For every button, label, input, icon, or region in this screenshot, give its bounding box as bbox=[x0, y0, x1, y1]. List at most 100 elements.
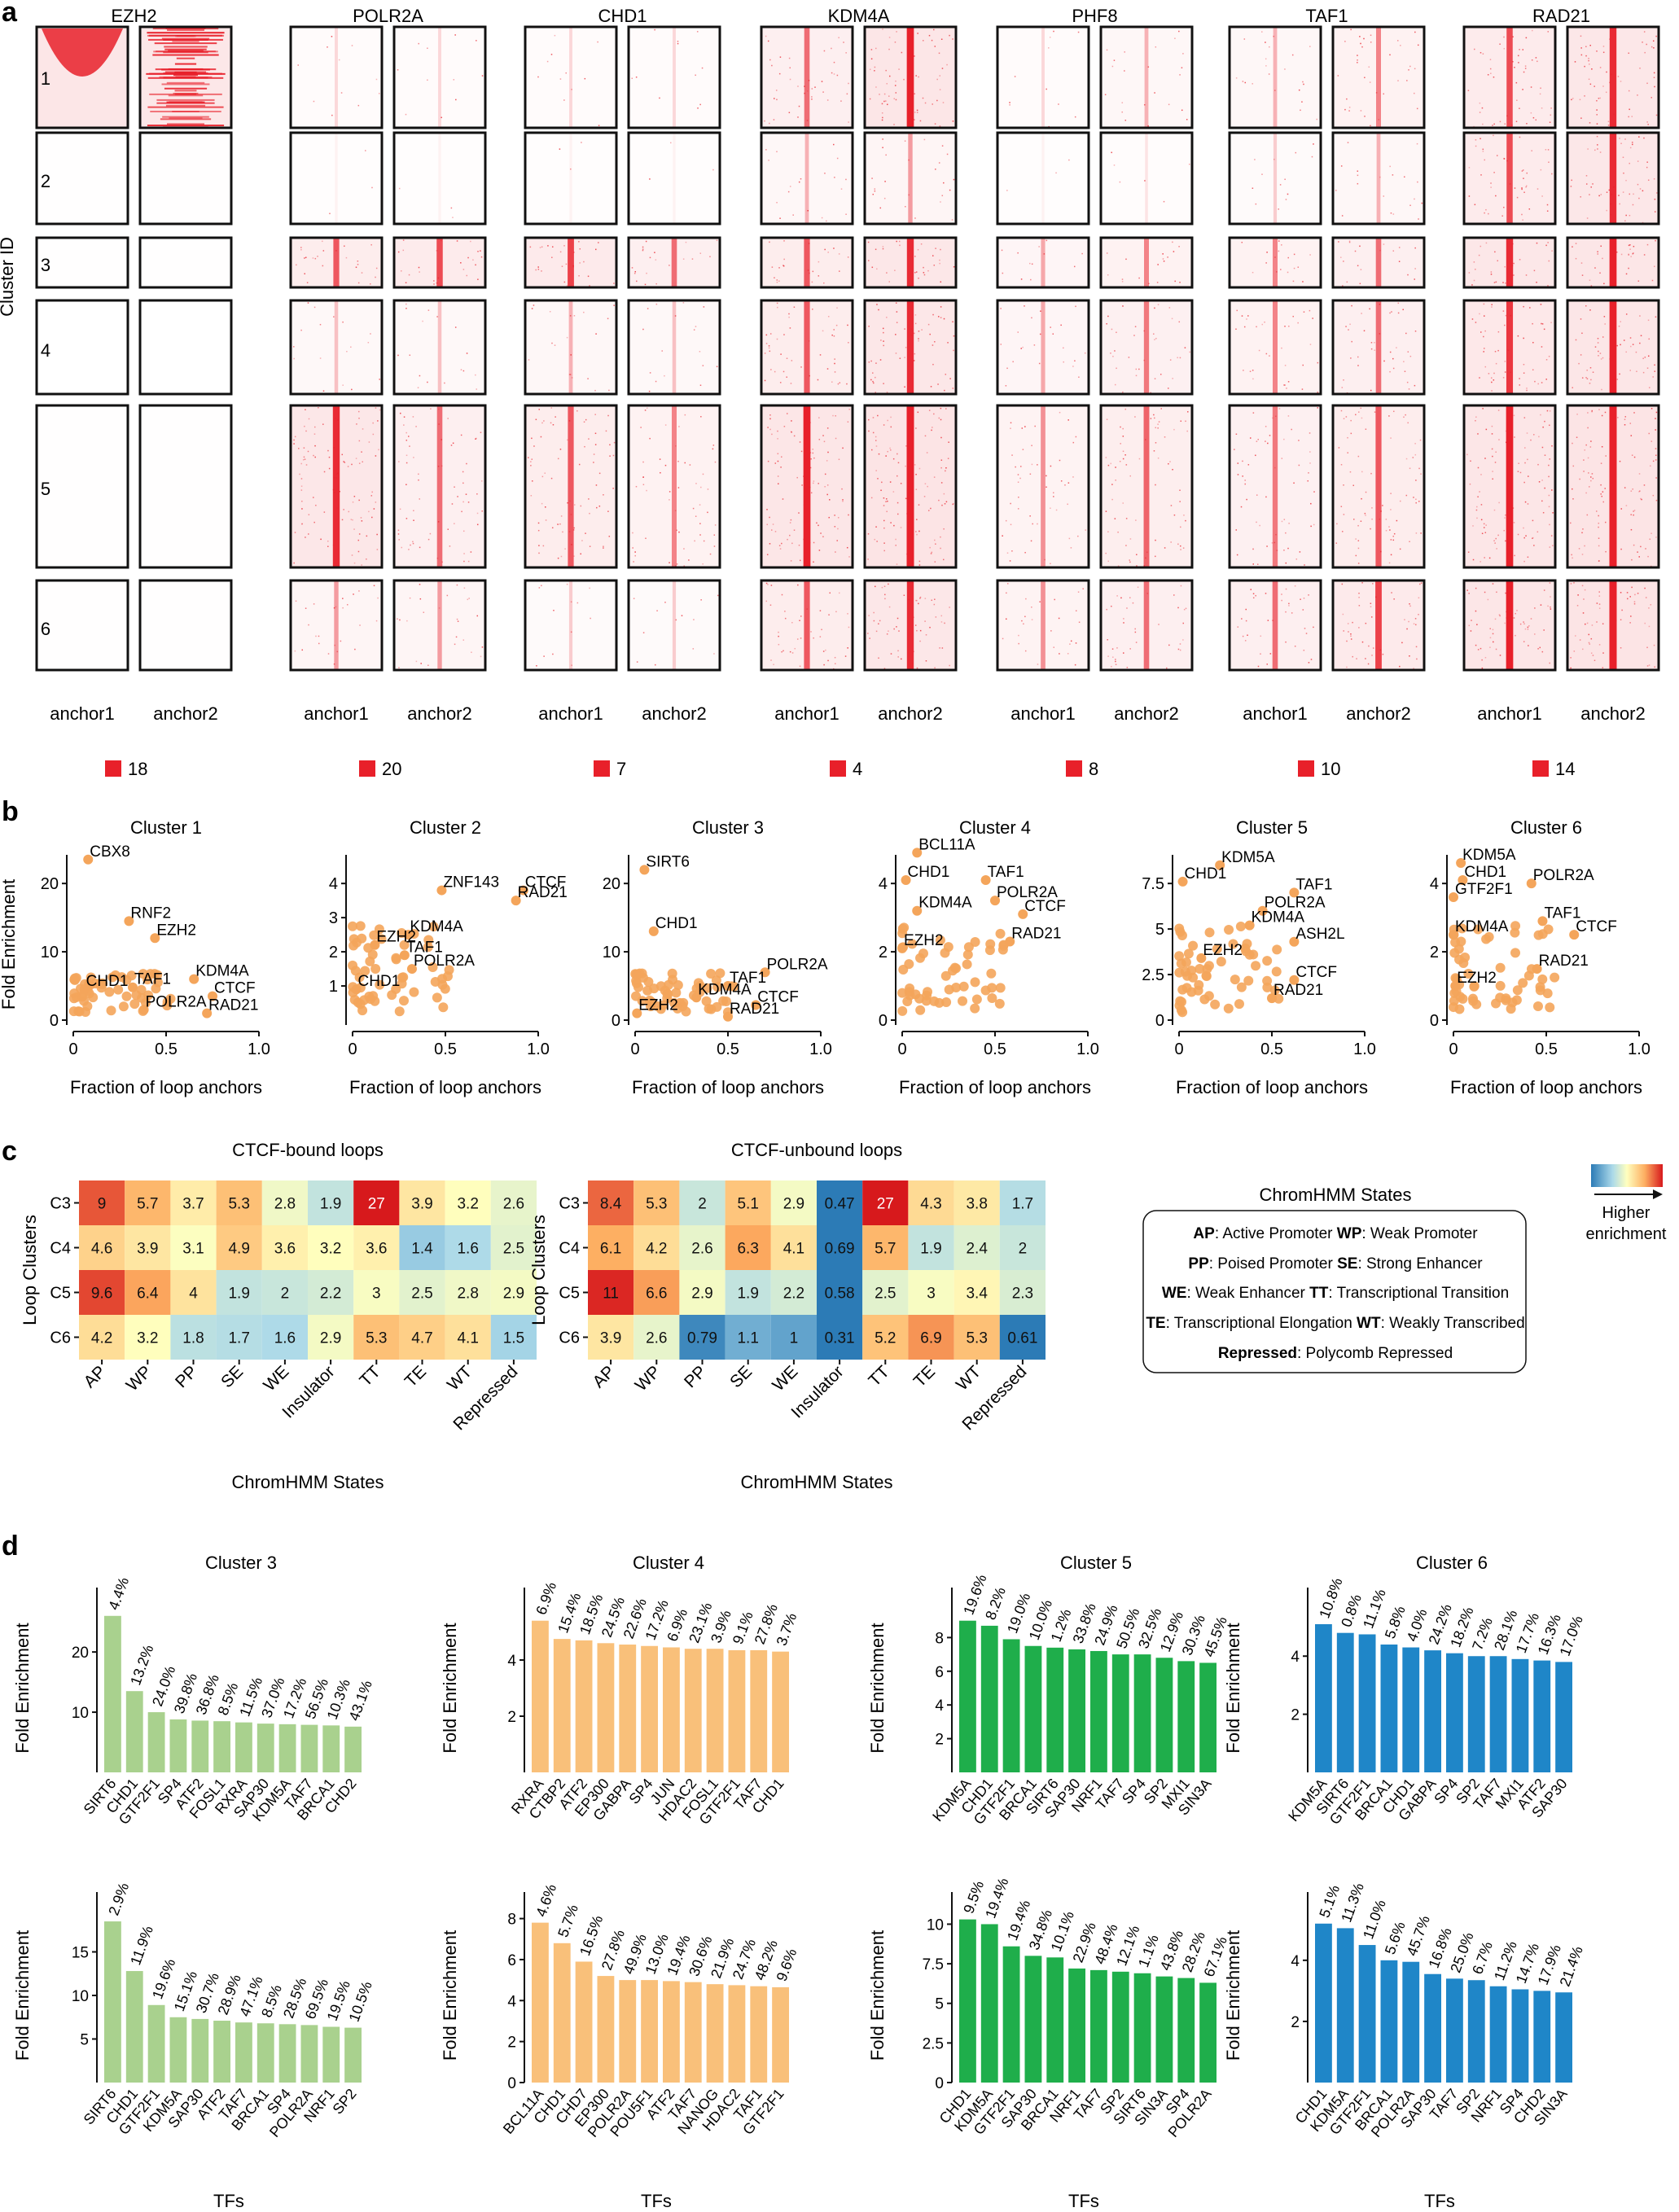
heatmap-speckle bbox=[916, 519, 918, 520]
heatmap-speckle bbox=[847, 647, 848, 649]
heatmap-cell-value: 4.1 bbox=[457, 1330, 478, 1347]
heatmap-signal-streak bbox=[147, 125, 225, 127]
heatmap-speckle bbox=[441, 239, 442, 242]
heatmap-speckle bbox=[828, 499, 831, 501]
heatmap-speckle bbox=[818, 483, 819, 484]
heatmap-speckle bbox=[342, 607, 344, 609]
heatmap-center-signal bbox=[1375, 581, 1382, 669]
heatmap-speckle bbox=[1294, 585, 1296, 587]
heatmap-speckle bbox=[1570, 522, 1572, 524]
heatmap-speckle bbox=[1002, 637, 1004, 640]
heatmap-speckle bbox=[1155, 337, 1157, 339]
heatmap-speckle bbox=[933, 413, 935, 415]
heatmap-speckle bbox=[1615, 555, 1617, 558]
scatter-point bbox=[1236, 982, 1247, 992]
heatmap-speckle bbox=[589, 512, 590, 515]
heatmap-speckle bbox=[1508, 645, 1510, 647]
heatmap-speckle bbox=[870, 49, 873, 50]
heatmap-haze bbox=[394, 580, 485, 670]
heatmap-speckle bbox=[655, 380, 657, 383]
heatmap-speckle bbox=[1172, 241, 1173, 243]
heatmap-cell bbox=[79, 1270, 125, 1315]
heatmap-speckle bbox=[541, 475, 544, 478]
heatmap-speckle bbox=[1612, 661, 1614, 664]
heatmap-speckle bbox=[1059, 653, 1060, 655]
heatmap-speckle bbox=[1643, 484, 1646, 486]
heatmap-speckle bbox=[1406, 628, 1408, 630]
heatmap-speckle bbox=[915, 531, 917, 532]
col-label-we: WE bbox=[260, 1362, 292, 1395]
legend-abbr-tt: TT bbox=[1305, 1285, 1329, 1302]
heatmap-speckle bbox=[344, 462, 346, 463]
heatmap-cell-value: 1.4 bbox=[411, 1241, 433, 1258]
heatmap-speckle bbox=[1010, 427, 1011, 430]
heatmap-speckle bbox=[1399, 500, 1401, 502]
heatmap-speckle bbox=[809, 486, 810, 488]
heatmap-speckle bbox=[1651, 46, 1653, 48]
heatmap-speckle bbox=[1606, 71, 1607, 73]
heatmap-speckle bbox=[709, 553, 712, 555]
x-tick-label: 0.5 bbox=[1535, 1040, 1558, 1058]
heatmap-speckle bbox=[551, 342, 553, 344]
heatmap-speckle bbox=[543, 655, 545, 657]
heatmap-speckle bbox=[304, 458, 306, 460]
heatmap-speckle bbox=[353, 528, 355, 530]
panel-letter-a: a bbox=[2, 0, 18, 28]
anchor-label-taf1-2: anchor2 bbox=[1346, 703, 1411, 724]
bar-sin3a bbox=[1155, 1976, 1173, 2083]
heatmap-speckle bbox=[342, 598, 344, 599]
heatmap-speckle bbox=[768, 345, 770, 347]
heatmap-speckle bbox=[1578, 548, 1580, 550]
heatmap-speckle bbox=[1343, 514, 1345, 515]
heatmap-speckle bbox=[409, 354, 411, 357]
heatmap-speckle bbox=[1646, 121, 1648, 123]
heatmap-speckle bbox=[1607, 125, 1610, 126]
heatmap-speckle bbox=[581, 540, 583, 541]
heatmap-speckle bbox=[825, 649, 826, 651]
heatmap-speckle bbox=[322, 265, 324, 267]
heatmap-speckle bbox=[1572, 498, 1574, 500]
heatmap-speckle bbox=[1350, 638, 1352, 640]
heatmap-speckle bbox=[603, 494, 604, 496]
heatmap-speckle bbox=[603, 545, 604, 547]
heatmap-speckle bbox=[353, 594, 354, 595]
heatmap-speckle bbox=[905, 445, 907, 447]
heatmap-speckle bbox=[776, 99, 778, 101]
heatmap-speckle bbox=[322, 390, 325, 392]
heatmap-speckle bbox=[357, 104, 360, 107]
heatmap-speckle bbox=[1357, 62, 1358, 64]
bar-sp4 bbox=[1177, 1978, 1195, 2083]
heatmap-frame bbox=[760, 579, 854, 672]
heatmap-speckle bbox=[563, 99, 565, 101]
heatmap-speckle bbox=[930, 553, 932, 554]
heatmap-speckle bbox=[1359, 36, 1361, 37]
heatmap-speckle bbox=[769, 333, 772, 335]
heatmap-speckle bbox=[419, 546, 421, 549]
bar-jun bbox=[663, 1647, 680, 1772]
panel-d-bar-charts: Cluster 310204.4%SIRT613.2%CHD124.0%GTF2… bbox=[12, 1553, 1586, 2211]
heatmap-center-signal bbox=[672, 301, 677, 393]
heatmap-cell bbox=[490, 1225, 537, 1270]
heatmap-speckle bbox=[635, 77, 638, 78]
point-label-polr2a: POLR2A bbox=[146, 993, 207, 1010]
heatmap-center-signal bbox=[1376, 28, 1381, 127]
anchor-label-rad21-2: anchor2 bbox=[1580, 703, 1646, 724]
bar-gtf2f1 bbox=[1002, 1639, 1020, 1772]
labeled-point-polr2a bbox=[1257, 905, 1268, 916]
y-tick-label: 0 bbox=[50, 1012, 59, 1030]
heatmap-speckle bbox=[1075, 436, 1077, 438]
heatmap-center-signal bbox=[804, 581, 810, 669]
heatmap-cell-value: 1.1 bbox=[737, 1330, 758, 1347]
heatmap-speckle bbox=[1375, 92, 1378, 94]
point-label-ctcf: CTCF bbox=[757, 989, 799, 1006]
heatmap-speckle bbox=[1168, 462, 1169, 465]
heatmap-speckle bbox=[541, 422, 543, 424]
heatmap-speckle bbox=[886, 633, 888, 635]
heatmap-speckle bbox=[336, 507, 338, 509]
heatmap-frame bbox=[1331, 404, 1426, 569]
heatmap-speckle bbox=[406, 431, 407, 434]
scatter-point bbox=[1174, 951, 1185, 961]
heatmap-signal-streak bbox=[174, 90, 197, 92]
heatmap-speckle bbox=[1580, 318, 1582, 320]
